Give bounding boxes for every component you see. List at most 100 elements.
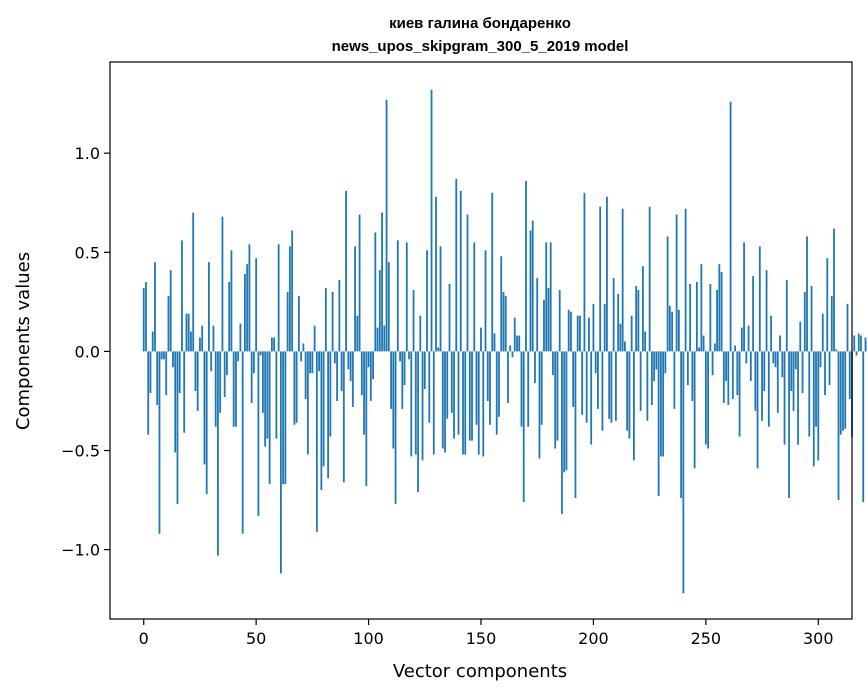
bar: [282, 351, 285, 485]
bar: [650, 351, 653, 405]
bar: [457, 351, 460, 435]
bar: [788, 351, 790, 499]
bar: [509, 345, 512, 352]
bar: [590, 351, 593, 445]
bar: [226, 351, 228, 376]
bar: [396, 240, 399, 352]
bar: [606, 196, 608, 352]
bar: [540, 351, 543, 425]
bar: [279, 351, 282, 574]
bar: [194, 351, 197, 392]
bar: [655, 351, 658, 370]
bar: [313, 325, 316, 352]
bar: [815, 351, 817, 427]
x-tick-label: 150: [466, 629, 497, 648]
bar: [160, 351, 163, 360]
bar: [426, 250, 428, 352]
bar: [527, 351, 530, 427]
bar: [783, 351, 786, 445]
bar: [419, 315, 422, 352]
bar: [192, 212, 195, 352]
bar: [574, 351, 577, 499]
bar: [504, 295, 507, 352]
bar: [244, 274, 246, 352]
bar: [529, 230, 532, 352]
bar: [819, 351, 822, 368]
bar: [747, 325, 750, 352]
bar: [558, 289, 561, 352]
bar: [149, 351, 152, 394]
bar: [531, 220, 534, 352]
bar: [594, 351, 597, 374]
bar: [417, 351, 419, 493]
bar: [536, 278, 539, 352]
bar: [257, 351, 260, 516]
bar: [709, 284, 712, 352]
y-tick-label: −1.0: [61, 541, 100, 560]
bar: [516, 335, 518, 352]
bar: [772, 351, 775, 364]
bar: [630, 315, 633, 352]
y-axis-label: Components values: [13, 252, 34, 430]
bar: [351, 351, 354, 407]
bar: [320, 351, 323, 491]
bar: [677, 309, 680, 352]
bar: [273, 337, 276, 352]
bar: [543, 299, 545, 352]
bar: [383, 325, 386, 352]
bar: [864, 337, 867, 352]
bar: [565, 351, 568, 471]
bar: [767, 351, 770, 427]
bar: [799, 321, 802, 352]
bar: [268, 351, 271, 485]
x-tick-label: 300: [803, 629, 834, 648]
bar-series: [142, 89, 867, 594]
bar: [480, 327, 482, 352]
bar: [684, 208, 687, 352]
bar: [196, 351, 199, 411]
bar: [322, 351, 325, 467]
bar: [695, 282, 698, 352]
bar: [713, 343, 716, 352]
bar: [765, 270, 768, 352]
bar: [518, 335, 521, 352]
bar: [217, 351, 219, 556]
bar: [450, 351, 453, 413]
bar: [230, 250, 233, 352]
x-tick-label: 50: [246, 629, 266, 648]
bar: [648, 206, 651, 352]
bar: [237, 351, 240, 362]
bar: [399, 351, 401, 362]
y-axis: −1.0 −0.5 0.0 0.5 1.0: [61, 144, 110, 560]
bar: [482, 351, 485, 457]
bar: [381, 212, 383, 352]
bar: [228, 282, 231, 352]
bar: [556, 351, 559, 441]
bar: [453, 351, 455, 439]
bar: [534, 351, 536, 384]
bar: [758, 246, 761, 352]
bar: [752, 276, 754, 352]
bar: [549, 242, 552, 352]
bar: [471, 351, 473, 441]
bar: [507, 351, 509, 403]
bar: [246, 264, 249, 352]
bar: [250, 351, 253, 403]
bar: [599, 206, 602, 352]
bar: [174, 351, 177, 453]
bar: [749, 351, 752, 382]
bar: [302, 343, 305, 352]
bar: [401, 351, 404, 409]
bar: [806, 236, 808, 352]
bar: [812, 351, 815, 467]
bar: [430, 89, 433, 352]
bar: [545, 242, 548, 352]
bar: [360, 351, 363, 396]
bar: [612, 278, 615, 352]
bar: [297, 295, 300, 352]
bar: [691, 351, 694, 401]
bar: [610, 351, 613, 423]
bar: [702, 335, 705, 352]
bar: [857, 333, 860, 352]
